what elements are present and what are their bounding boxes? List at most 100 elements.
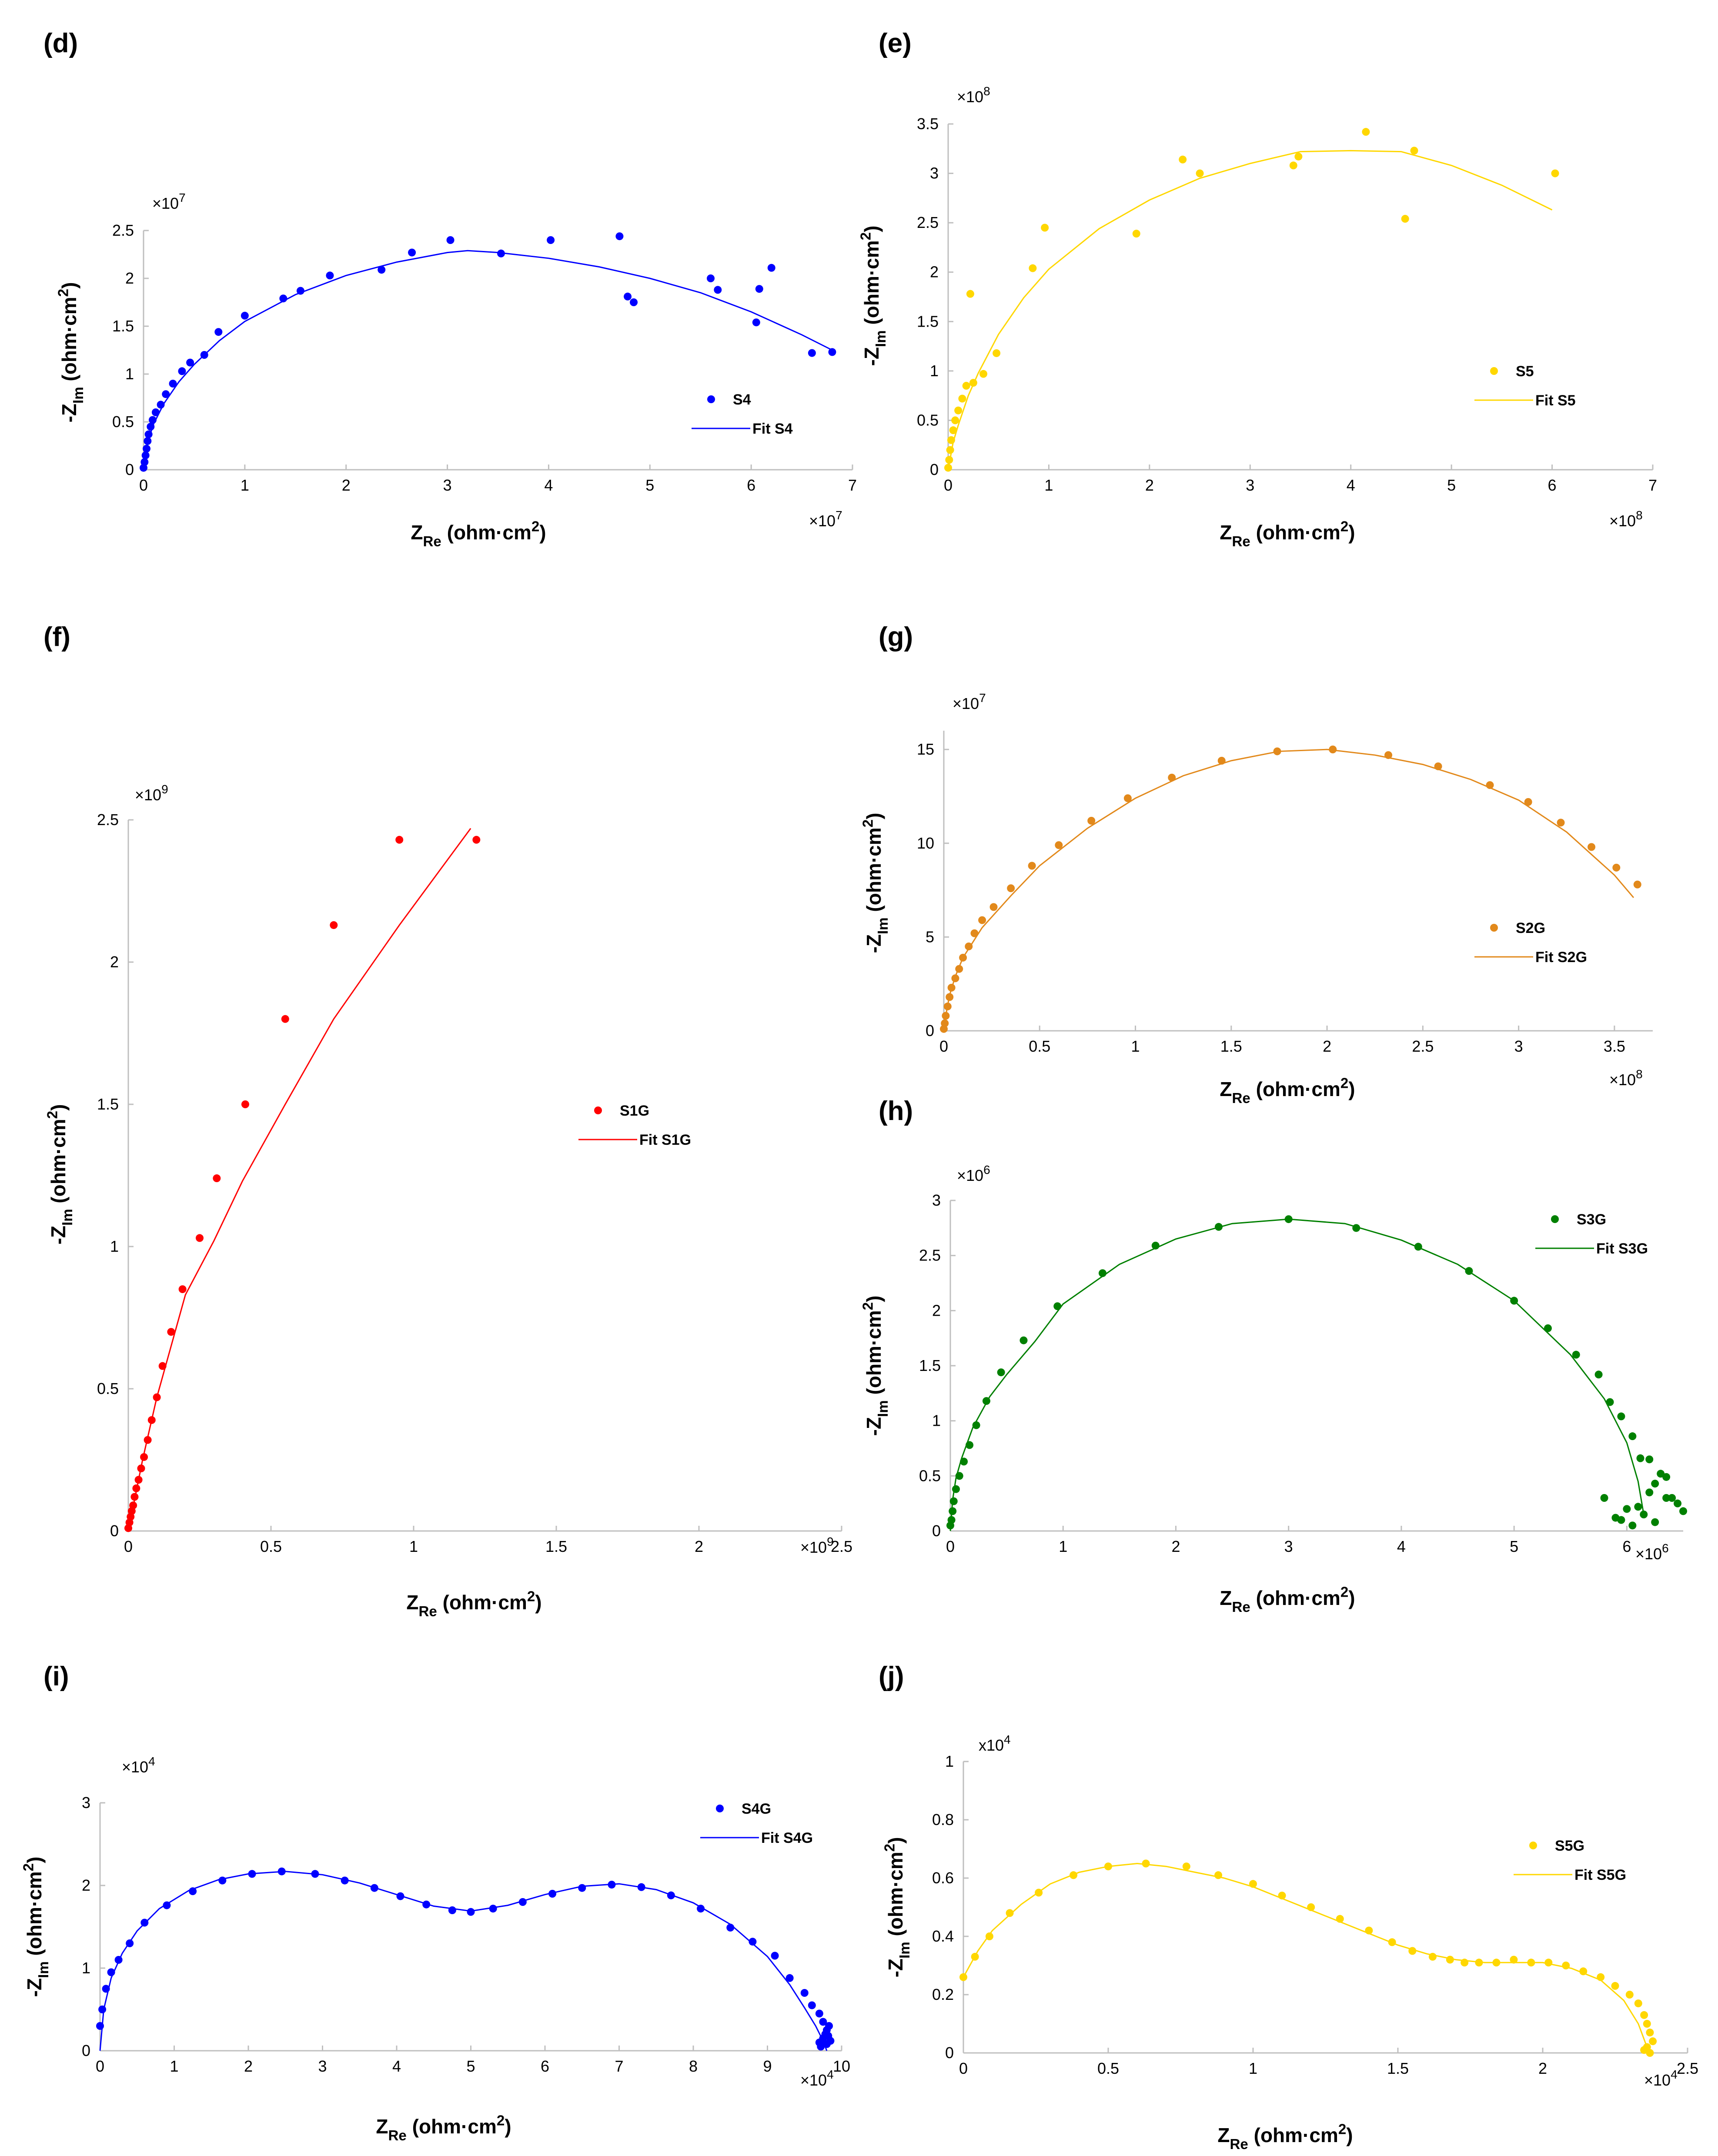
x-tick-label: 0.5 — [1097, 2059, 1119, 2077]
data-point — [1142, 1859, 1150, 1868]
data-point — [326, 271, 334, 280]
data-point — [951, 416, 959, 425]
legend-label: Fit S1G — [639, 1132, 691, 1148]
x-tick-label: 5 — [466, 2057, 475, 2075]
panel-label: (i) — [43, 1661, 69, 1691]
data-point — [341, 1876, 349, 1885]
data-point — [821, 2030, 829, 2038]
data-point — [472, 836, 481, 844]
x-tick-label: 2 — [1171, 1538, 1180, 1555]
x-tick-label: 1 — [1131, 1037, 1140, 1055]
y-axis-title: -ZIm (ohm·cm2) — [21, 1857, 52, 1997]
panel-label: (f) — [43, 622, 70, 652]
data-point — [548, 1890, 557, 1898]
legend-label: S4G — [742, 1801, 771, 1817]
data-point — [755, 285, 763, 293]
data-point — [1588, 843, 1596, 851]
data-point — [785, 1974, 794, 1982]
x-axis-multiplier: ×104 — [800, 2068, 834, 2089]
y-tick-label: 1 — [932, 1412, 941, 1430]
data-point — [808, 349, 816, 357]
data-point — [993, 349, 1001, 357]
y-tick-label: 0 — [926, 1022, 934, 1040]
data-point — [1123, 794, 1132, 802]
data-point — [808, 2001, 816, 2009]
chart-panel-g: (g) 0 0.5 1 1.5 2 2.5 3 3.5 0 5 10 15 ×108 ×107 ZRe (oh… — [860, 622, 1653, 1106]
legend-label: Fit S4 — [752, 421, 793, 437]
data-point — [169, 380, 177, 388]
chart-panel-j: (j) 0 0.5 1 1.5 2 2.5 0 0.2 0.4 0.6 0.8 1 ×104 x104 ZRe… — [879, 1661, 1698, 2153]
y-tick-label: 0.5 — [919, 1467, 941, 1484]
data-point — [767, 264, 775, 272]
data-point — [1557, 819, 1565, 827]
x-tick-label: 1 — [1059, 1538, 1067, 1555]
data-point — [819, 2018, 827, 2026]
x-tick-label: 5 — [645, 476, 654, 494]
data-point — [1029, 264, 1037, 272]
data-point — [749, 1938, 757, 1946]
data-point — [1668, 1494, 1676, 1502]
x-tick-label: 6 — [1622, 1538, 1631, 1555]
data-point — [1362, 128, 1370, 136]
legend-label: Fit S3G — [1596, 1240, 1648, 1257]
data-point — [1628, 1521, 1637, 1530]
x-tick-label: 5 — [1510, 1538, 1518, 1555]
data-point — [962, 381, 970, 390]
data-point — [815, 2009, 823, 2018]
y-tick-label: 3 — [932, 1191, 941, 1209]
y-tick-label: 1 — [125, 365, 134, 383]
data-point — [1651, 1480, 1659, 1488]
y-tick-label: 3 — [82, 1794, 90, 1812]
x-tick-label: 1 — [409, 1538, 418, 1555]
x-axis-multiplier: ×108 — [1609, 508, 1643, 530]
data-point — [966, 290, 974, 298]
fit-line-h — [949, 1218, 1644, 1531]
data-point — [1645, 1488, 1654, 1497]
data-point — [578, 1884, 586, 1892]
y-axis-title: -ZIm (ohm·cm2) — [45, 1104, 76, 1245]
y-tick-label: 2 — [82, 1876, 90, 1894]
x-tick-label: 2 — [342, 476, 351, 494]
legend-label: Fit S2G — [1535, 949, 1587, 966]
y-tick-label: 2 — [932, 1301, 941, 1319]
x-tick-label: 2.5 — [1677, 2059, 1698, 2077]
data-point — [1053, 1302, 1062, 1310]
x-tick-label: 6 — [1548, 476, 1557, 494]
data-point — [196, 1234, 204, 1242]
legend-label: Fit S5G — [1574, 1867, 1626, 1883]
fit-line-d — [143, 250, 833, 470]
legend-marker-points — [1529, 1842, 1537, 1849]
x-tick-label: 3 — [1514, 1037, 1523, 1055]
data-point — [1646, 2049, 1654, 2057]
legend-marker-points — [1490, 367, 1498, 375]
data-point — [1662, 1473, 1671, 1481]
y-tick-label: 0 — [932, 1522, 941, 1540]
data-point — [1606, 1398, 1614, 1406]
x-tick-label: 1 — [1249, 2059, 1257, 2077]
x-axis-multiplier: ×104 — [1644, 2068, 1678, 2089]
chart-panel-h: (h) 0 1 2 3 4 5 6 0 0.5 1 1.5 2 2.5 3 ×106 ×106 ZRe (ohm·… — [860, 1096, 1687, 1615]
x-tick-label: 6 — [747, 476, 755, 494]
x-tick-label: 0 — [944, 476, 953, 494]
y-tick-label: 0.5 — [112, 413, 134, 431]
x-tick-label: 0 — [946, 1538, 955, 1555]
x-tick-label: 7 — [848, 476, 857, 494]
data-point — [1662, 1494, 1671, 1502]
data-point — [1401, 215, 1409, 223]
y-axis-title: -ZIm (ohm·cm2) — [858, 226, 889, 366]
panel-label: (d) — [43, 28, 78, 58]
y-tick-label: 1 — [82, 1959, 90, 1977]
data-point — [378, 266, 386, 274]
data-point — [1524, 798, 1532, 806]
data-point — [945, 456, 953, 464]
data-point — [1041, 224, 1049, 232]
y-tick-label: 1.5 — [112, 317, 134, 335]
data-point — [214, 328, 223, 336]
x-tick-label: 10 — [833, 2057, 850, 2075]
x-tick-label: 1 — [1044, 476, 1053, 494]
fit-line-g — [943, 749, 1634, 1031]
legend: S5G Fit S5G — [1514, 1838, 1626, 1883]
